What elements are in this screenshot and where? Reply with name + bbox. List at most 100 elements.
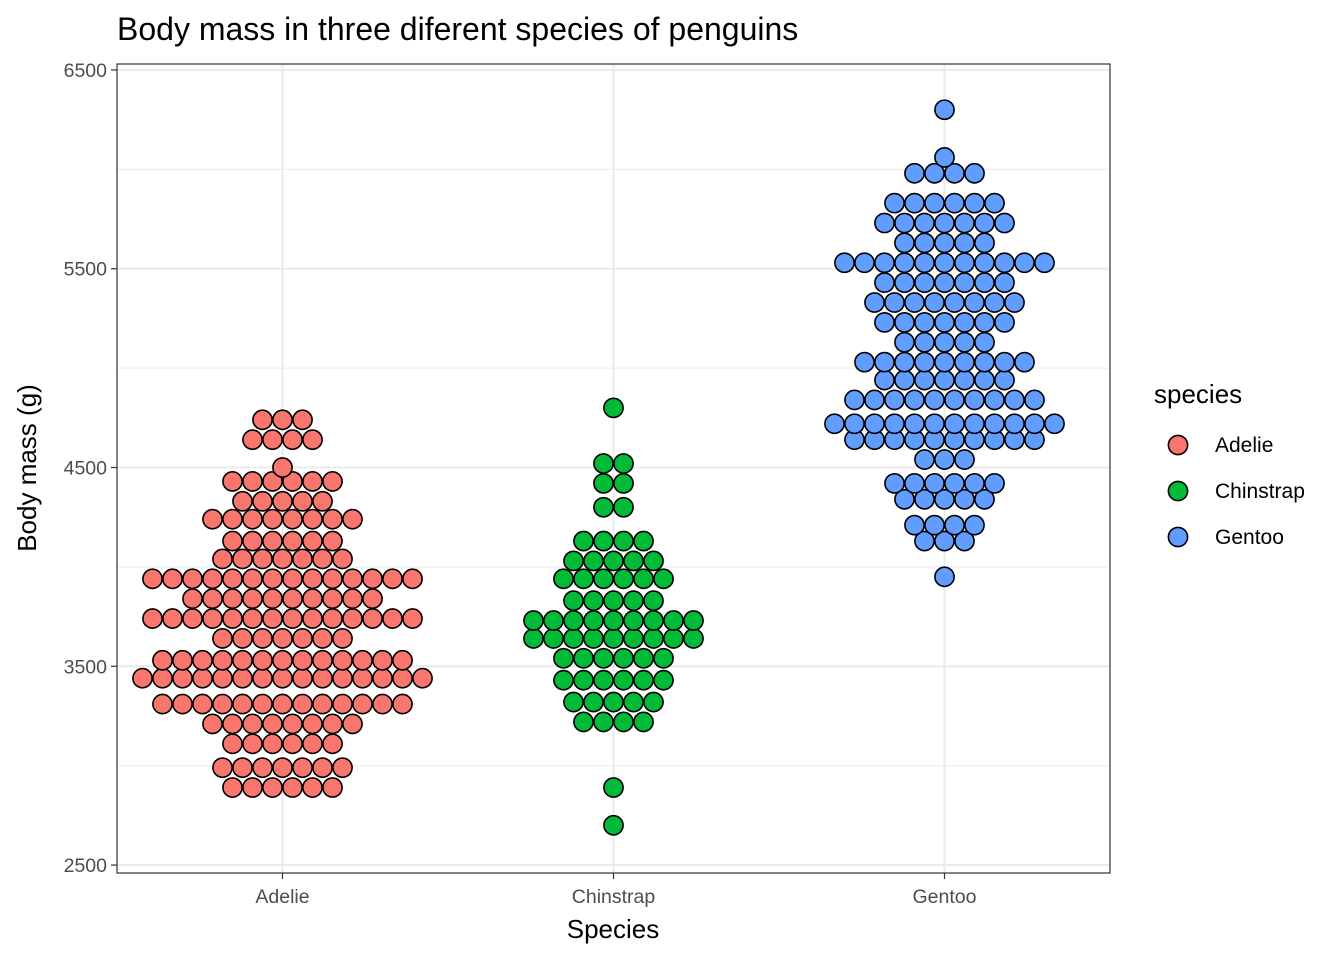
dot-gentoo xyxy=(1044,413,1065,435)
x-axis: Adelie Chinstrap Gentoo xyxy=(255,873,977,908)
dot-adelie xyxy=(322,588,343,610)
dot-adelie xyxy=(262,713,283,735)
dot-adelie xyxy=(212,548,233,570)
dot-gentoo xyxy=(874,312,895,333)
dot-adelie xyxy=(362,588,383,610)
dot-layer xyxy=(132,99,1065,836)
dot-gentoo xyxy=(914,212,935,234)
dot-adelie xyxy=(292,757,313,779)
dot-gentoo xyxy=(934,449,955,470)
dot-chinstrap xyxy=(613,530,634,552)
dot-adelie xyxy=(272,409,293,431)
dot-gentoo xyxy=(894,232,915,254)
dot-gentoo xyxy=(904,473,925,494)
dot-gentoo xyxy=(984,413,1005,435)
dot-adelie xyxy=(282,429,303,451)
dot-gentoo xyxy=(974,351,995,373)
dot-adelie xyxy=(292,490,313,512)
dot-gentoo xyxy=(984,389,1005,411)
legend-key-chinstrap xyxy=(1167,480,1189,502)
dot-chinstrap xyxy=(683,610,704,631)
legend-key-adelie xyxy=(1167,434,1189,456)
dot-adelie xyxy=(242,568,263,590)
dot-adelie xyxy=(302,713,323,735)
x-axis-title: Species xyxy=(567,914,660,944)
x-tick-label: Gentoo xyxy=(913,886,977,908)
dot-gentoo xyxy=(914,369,935,391)
dot-adelie xyxy=(312,548,333,570)
dot-gentoo xyxy=(974,312,995,333)
dot-gentoo xyxy=(854,252,875,274)
dot-chinstrap xyxy=(523,610,544,631)
dot-adelie xyxy=(232,649,253,671)
y-tick-label: 5500 xyxy=(64,259,108,281)
dot-adelie xyxy=(242,713,263,735)
dot-adelie xyxy=(222,568,243,590)
dot-adelie xyxy=(202,568,223,590)
dot-adelie xyxy=(392,667,413,689)
dot-adelie xyxy=(352,693,373,715)
dot-chinstrap xyxy=(623,610,644,631)
dot-adelie xyxy=(222,777,243,798)
dot-adelie xyxy=(232,667,253,689)
dot-gentoo xyxy=(994,252,1015,274)
dot-adelie xyxy=(152,667,173,689)
dot-gentoo xyxy=(974,369,995,391)
dot-chinstrap xyxy=(613,647,634,669)
dot-gentoo xyxy=(994,272,1015,294)
dot-adelie xyxy=(292,649,313,671)
dot-chinstrap xyxy=(613,669,634,691)
dot-adelie xyxy=(332,667,353,689)
dot-adelie xyxy=(392,649,413,671)
dot-gentoo xyxy=(874,351,895,373)
dot-adelie xyxy=(272,457,293,478)
dot-adelie xyxy=(262,608,283,629)
dot-adelie xyxy=(282,530,303,552)
dot-adelie xyxy=(352,667,373,689)
dot-adelie xyxy=(222,608,243,629)
dot-chinstrap xyxy=(653,568,674,590)
dot-gentoo xyxy=(984,192,1005,214)
dot-chinstrap xyxy=(613,453,634,474)
dot-gentoo xyxy=(924,292,945,313)
dot-gentoo xyxy=(934,272,955,294)
dot-gentoo xyxy=(934,369,955,391)
dot-gentoo xyxy=(914,331,935,353)
dot-adelie xyxy=(392,693,413,715)
dot-gentoo xyxy=(934,212,955,234)
dot-chinstrap xyxy=(593,669,614,691)
dot-chinstrap xyxy=(603,628,624,649)
dot-adelie xyxy=(272,628,293,649)
dot-adelie xyxy=(272,693,293,715)
dot-gentoo xyxy=(994,212,1015,234)
dot-gentoo xyxy=(934,351,955,373)
dot-adelie xyxy=(322,733,343,755)
dot-adelie xyxy=(322,508,343,530)
dot-chinstrap xyxy=(583,550,604,572)
dot-adelie xyxy=(162,608,183,629)
dot-adelie xyxy=(202,508,223,530)
dot-gentoo xyxy=(964,514,985,536)
dot-gentoo xyxy=(964,413,985,435)
legend-key-gentoo xyxy=(1167,526,1189,548)
dot-adelie xyxy=(322,608,343,629)
dot-adelie xyxy=(192,649,213,671)
dot-adelie xyxy=(262,568,283,590)
dot-adelie xyxy=(302,588,323,610)
dot-adelie xyxy=(232,757,253,779)
x-tick-label: Chinstrap xyxy=(572,886,656,908)
dot-adelie xyxy=(242,777,263,798)
dot-adelie xyxy=(182,608,203,629)
dot-gentoo xyxy=(914,449,935,470)
dot-gentoo xyxy=(994,351,1015,373)
dot-adelie xyxy=(252,693,273,715)
dot-chinstrap xyxy=(643,550,664,572)
dot-gentoo xyxy=(924,192,945,214)
dot-adelie xyxy=(302,530,323,552)
dot-gentoo xyxy=(954,212,975,234)
dot-gentoo xyxy=(944,413,965,435)
dot-gentoo xyxy=(884,292,905,313)
dot-adelie xyxy=(292,693,313,715)
dot-chinstrap xyxy=(573,530,594,552)
dot-adelie xyxy=(302,733,323,755)
